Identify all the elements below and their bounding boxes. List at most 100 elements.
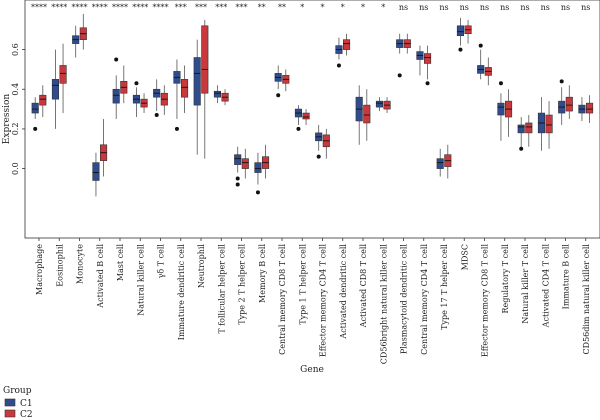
box-c1 <box>396 33 404 78</box>
box-body <box>181 79 189 98</box>
x-tick-label: Plasmacytoid dendritic cell <box>400 244 409 355</box>
box-c1 <box>274 65 282 98</box>
significance-label: ns <box>581 3 590 12</box>
box-body <box>92 162 100 181</box>
significance-label: ** <box>278 3 286 12</box>
box-body <box>456 25 465 36</box>
box-c2 <box>484 57 492 86</box>
box-c1 <box>355 85 363 145</box>
box-body <box>39 94 47 106</box>
x-tick-label: Activated dendritic cell <box>339 244 348 340</box>
box-c2 <box>464 19 472 44</box>
box-c1 <box>193 39 201 155</box>
box-c2 <box>585 95 594 123</box>
box-c2 <box>403 33 411 54</box>
box-c2 <box>444 144 452 179</box>
box-body <box>59 65 67 84</box>
outlier-point <box>458 47 463 52</box>
box-c2 <box>59 43 67 114</box>
x-tick-label: Type 1 T helper cell <box>298 244 307 325</box>
significance-label: ns <box>439 3 448 12</box>
box-c1 <box>92 152 100 197</box>
significance-label: ns <box>480 3 489 12</box>
significance-labels: **** **** **** **** **** **** **** *** *** *** ***… <box>31 3 590 12</box>
significance-label: ns <box>500 3 509 12</box>
box-body <box>193 57 201 106</box>
x-tick-label: Activated B cell <box>96 244 105 309</box>
box-body <box>363 104 371 124</box>
x-tick-label: Activated CD4 T cell <box>541 244 550 329</box>
outlier-point <box>336 63 341 68</box>
box-c2 <box>120 65 128 104</box>
significance-label: * <box>321 3 325 12</box>
box-c2 <box>39 85 47 118</box>
box-c1 <box>315 124 323 159</box>
box-body <box>342 39 351 50</box>
outlier-point <box>255 190 260 195</box>
box-c2 <box>545 101 553 149</box>
box-c1 <box>436 148 444 177</box>
significance-label: **** <box>72 3 88 12</box>
x-tick-label: Neutrophil <box>197 244 206 289</box>
box-body <box>565 96 573 112</box>
box-c2 <box>201 19 209 159</box>
legend-swatch-c2 <box>4 409 16 418</box>
legend-label-c2: C2 <box>20 410 33 420</box>
outlier-point <box>33 126 38 131</box>
significance-label: * <box>341 3 345 12</box>
box-body <box>213 90 221 98</box>
x-tick-label: Immature B cell <box>562 244 571 310</box>
box-c1 <box>31 97 39 131</box>
box-body <box>525 122 533 134</box>
box-c2 <box>282 69 290 92</box>
significance-label: * <box>381 3 385 12</box>
box-body <box>423 53 432 64</box>
box-c1 <box>537 97 546 151</box>
box-c1 <box>294 105 303 131</box>
significance-label: * <box>361 3 365 12</box>
outlier-point <box>174 126 179 131</box>
plot-panel <box>24 0 600 239</box>
box-body <box>517 124 525 134</box>
y-axis-label: Expression <box>2 94 12 145</box>
legend: Group C1 C2 <box>3 386 33 420</box>
box-c1 <box>578 97 586 121</box>
box-c1 <box>112 57 120 119</box>
box-c1 <box>153 79 161 118</box>
box-c1 <box>234 146 242 187</box>
box-c1 <box>416 45 424 76</box>
outlier-point <box>559 79 564 84</box>
box-c1 <box>51 49 60 129</box>
box-c2 <box>140 93 148 114</box>
box-body <box>51 79 60 100</box>
box-c2 <box>79 13 87 50</box>
box-body <box>545 114 553 134</box>
box-c2 <box>261 144 270 179</box>
box-c1 <box>72 25 80 58</box>
box-c2 <box>221 89 229 106</box>
significance-label: *** <box>195 3 207 12</box>
boxes <box>31 13 594 197</box>
y-tick-label: 0.6 <box>11 43 20 56</box>
box-body <box>234 154 242 165</box>
x-axis-label: Gene <box>300 365 324 375</box>
significance-label: ns <box>561 3 570 12</box>
x-tick-label: Monocyte <box>76 244 85 284</box>
box-c1 <box>213 85 221 104</box>
outlier-point <box>276 93 281 98</box>
outlier-point <box>235 182 240 187</box>
legend-label-c1: C1 <box>20 399 33 409</box>
significance-label: *** <box>175 3 187 12</box>
box-c2 <box>423 45 432 86</box>
significance-label: ns <box>399 3 408 12</box>
box-c1 <box>173 59 181 131</box>
outlier-point <box>235 176 240 181</box>
box-c2 <box>504 89 513 137</box>
x-tick-label: Type 17 T helper cell <box>440 244 449 330</box>
x-tick-label: Eosinophil <box>55 244 64 287</box>
significance-label: ns <box>460 3 469 12</box>
x-tick-label: Central memory CD8 T cell <box>278 244 287 355</box>
outlier-point <box>519 146 524 151</box>
box-c2 <box>302 109 310 125</box>
